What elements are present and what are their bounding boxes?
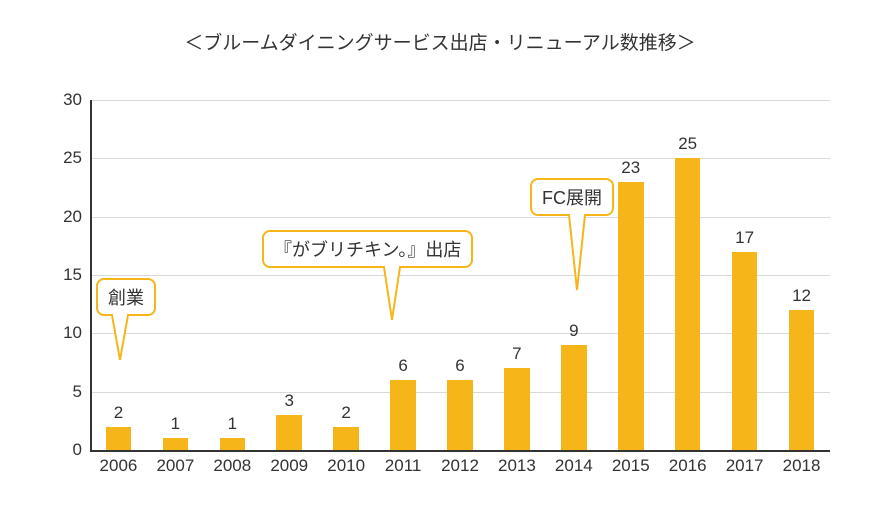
bar bbox=[390, 380, 416, 450]
bars-container: 21132667923251712 bbox=[90, 100, 830, 450]
bar-group: 12 bbox=[789, 310, 815, 450]
bar bbox=[220, 438, 246, 450]
x-tick-label: 2011 bbox=[375, 456, 432, 476]
bar bbox=[276, 415, 302, 450]
callout: 『がブリチキン。』出店 bbox=[262, 230, 473, 268]
bar-value-label: 12 bbox=[789, 286, 815, 306]
bar-group: 1 bbox=[220, 438, 246, 450]
x-tick-label: 2008 bbox=[204, 456, 261, 476]
y-tick-label: 25 bbox=[63, 148, 82, 168]
y-tick-label: 10 bbox=[63, 323, 82, 343]
x-tick-label: 2013 bbox=[488, 456, 545, 476]
bar-group: 2 bbox=[333, 427, 359, 450]
bar-value-label: 17 bbox=[732, 228, 758, 248]
y-tick-label: 0 bbox=[73, 440, 82, 460]
y-tick-label: 5 bbox=[73, 382, 82, 402]
bar-value-label: 25 bbox=[675, 134, 701, 154]
bar-value-label: 1 bbox=[163, 414, 189, 434]
bar-value-label: 2 bbox=[106, 403, 132, 423]
x-tick-label: 2009 bbox=[261, 456, 318, 476]
bar-group: 23 bbox=[618, 182, 644, 450]
bar bbox=[504, 368, 530, 450]
y-tick-label: 15 bbox=[63, 265, 82, 285]
x-tick-label: 2010 bbox=[318, 456, 375, 476]
bar-group: 6 bbox=[447, 380, 473, 450]
callout: 創業 bbox=[96, 278, 156, 316]
bar-group: 3 bbox=[276, 415, 302, 450]
bar-value-label: 9 bbox=[561, 321, 587, 341]
y-axis: 051015202530 bbox=[50, 100, 90, 450]
bar-group: 17 bbox=[732, 252, 758, 450]
x-tick-label: 2015 bbox=[602, 456, 659, 476]
x-tick-label: 2017 bbox=[716, 456, 773, 476]
bar bbox=[789, 310, 815, 450]
x-tick-label: 2014 bbox=[545, 456, 602, 476]
bar-group: 6 bbox=[390, 380, 416, 450]
bar-group: 7 bbox=[504, 368, 530, 450]
bar-value-label: 3 bbox=[276, 391, 302, 411]
bar-group: 25 bbox=[675, 158, 701, 450]
bar-value-label: 7 bbox=[504, 344, 530, 364]
chart-title: ＜ブルームダイニングサービス出店・リニューアル数推移＞ bbox=[0, 0, 880, 55]
x-tick-label: 2007 bbox=[147, 456, 204, 476]
bar bbox=[561, 345, 587, 450]
chart-plot-area: 051015202530 21132667923251712 200620072… bbox=[90, 100, 830, 450]
y-tick-label: 30 bbox=[63, 90, 82, 110]
x-tick-label: 2016 bbox=[659, 456, 716, 476]
x-tick-label: 2018 bbox=[773, 456, 830, 476]
bar bbox=[447, 380, 473, 450]
bar-value-label: 2 bbox=[333, 403, 359, 423]
bar-group: 1 bbox=[163, 438, 189, 450]
bar bbox=[333, 427, 359, 450]
callout: FC展開 bbox=[530, 178, 614, 216]
bar bbox=[163, 438, 189, 450]
x-axis-labels: 2006200720082009201020112012201320142015… bbox=[90, 450, 830, 480]
bar bbox=[106, 427, 132, 450]
bar-group: 2 bbox=[106, 427, 132, 450]
x-tick-label: 2012 bbox=[432, 456, 489, 476]
bar-value-label: 6 bbox=[390, 356, 416, 376]
bar-value-label: 1 bbox=[220, 414, 246, 434]
bar-value-label: 23 bbox=[618, 158, 644, 178]
bar bbox=[675, 158, 701, 450]
bar bbox=[618, 182, 644, 450]
bar-group: 9 bbox=[561, 345, 587, 450]
bar-value-label: 6 bbox=[447, 356, 473, 376]
bar bbox=[732, 252, 758, 450]
y-tick-label: 20 bbox=[63, 207, 82, 227]
x-tick-label: 2006 bbox=[90, 456, 147, 476]
